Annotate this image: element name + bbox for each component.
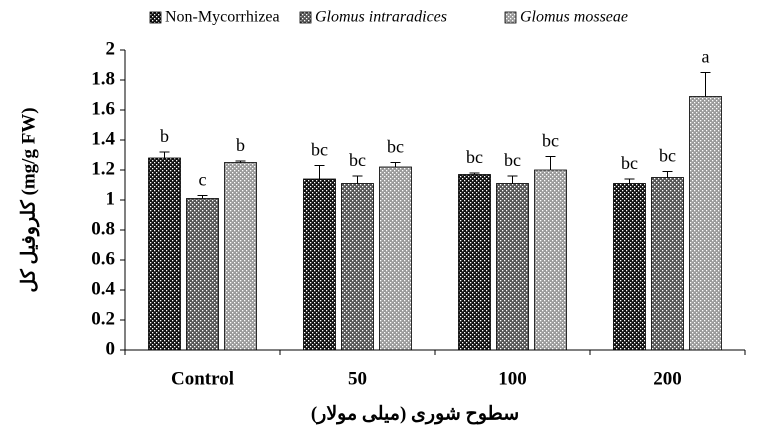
legend-swatch bbox=[299, 11, 312, 24]
legend-swatch bbox=[504, 11, 517, 24]
significance-letter: bc bbox=[504, 150, 521, 170]
y-tick-label: 0 bbox=[106, 338, 116, 359]
error-bar bbox=[624, 178, 635, 184]
bar bbox=[379, 166, 412, 351]
x-axis-title: سطوح شوری (میلی مولار) bbox=[311, 403, 519, 424]
y-tick-label: 0.8 bbox=[91, 218, 115, 239]
y-tick-label: 1.2 bbox=[91, 158, 115, 179]
bar bbox=[148, 157, 181, 351]
error-bar bbox=[469, 172, 480, 175]
bar bbox=[496, 183, 529, 351]
bar bbox=[458, 174, 491, 351]
significance-letter: bc bbox=[621, 153, 638, 173]
significance-letter: bc bbox=[659, 146, 676, 166]
bar bbox=[534, 169, 567, 351]
significance-letter: b bbox=[160, 126, 169, 146]
significance-letter: bc bbox=[542, 131, 559, 151]
y-tick-label: 1 bbox=[106, 188, 116, 209]
y-tick-label: 1.8 bbox=[91, 68, 115, 89]
y-tick-label: 0.2 bbox=[91, 308, 115, 329]
bar bbox=[341, 183, 374, 351]
significance-letter: bc bbox=[387, 137, 404, 157]
y-axis-title: کلروفیل کل (mg/g FW) bbox=[18, 107, 39, 292]
significance-letter: a bbox=[702, 47, 710, 67]
y-tick-label: 1.4 bbox=[91, 128, 115, 149]
y-tick-label: 0.4 bbox=[91, 278, 115, 299]
bar bbox=[613, 183, 646, 351]
x-tick-label: 200 bbox=[653, 368, 682, 389]
legend-swatch bbox=[149, 11, 162, 24]
y-tick-label: 2 bbox=[106, 38, 116, 59]
significance-letter: c bbox=[199, 170, 207, 190]
significance-letter: bc bbox=[349, 150, 366, 170]
x-tick-label: 50 bbox=[348, 368, 367, 389]
y-tick-label: 0.6 bbox=[91, 248, 115, 269]
bar bbox=[186, 198, 219, 351]
bar bbox=[689, 96, 722, 351]
error-bar bbox=[507, 175, 518, 184]
error-bar bbox=[235, 160, 246, 163]
bar bbox=[651, 177, 684, 351]
x-tick-label: 100 bbox=[498, 368, 527, 389]
legend-label: Non-Mycorrhizea bbox=[165, 9, 280, 26]
error-bar bbox=[197, 195, 208, 199]
x-tick-label: Control bbox=[171, 368, 234, 389]
error-bar bbox=[390, 162, 401, 167]
error-bar bbox=[159, 151, 170, 158]
significance-letter: bc bbox=[466, 147, 483, 167]
significance-letter: b bbox=[236, 135, 245, 155]
legend-label: Glomus mosseae bbox=[520, 9, 628, 26]
error-bar bbox=[545, 156, 556, 170]
bar bbox=[303, 178, 336, 351]
error-bar bbox=[662, 171, 673, 178]
error-bar bbox=[700, 72, 711, 97]
y-tick-label: 1.6 bbox=[91, 98, 115, 119]
legend-label: Glomus intraradices bbox=[315, 9, 447, 26]
bar bbox=[224, 162, 257, 351]
error-bar bbox=[352, 175, 363, 184]
significance-letter: bc bbox=[311, 140, 328, 160]
error-bar bbox=[314, 165, 325, 179]
